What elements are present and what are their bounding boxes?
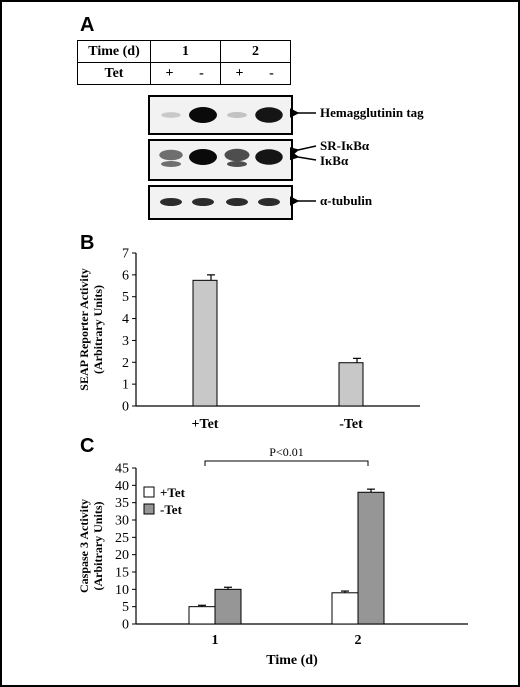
band-tubulin — [192, 198, 214, 206]
chart-b-ytick-label: 7 — [122, 247, 129, 262]
chart-c-ytick-label: 15 — [115, 566, 129, 581]
chart-c-ytick-label: 30 — [115, 514, 129, 529]
chart-c-ylabel-line: (Arbitrary Units) — [91, 502, 105, 591]
tet-pair-1: + - — [150, 62, 221, 85]
band-sr-ikba — [255, 149, 283, 165]
chart-c-ytick-label: 45 — [115, 462, 129, 477]
chart-c-legend-swatch — [143, 503, 155, 515]
chart-b-ytick-label: 4 — [122, 312, 129, 327]
tet-lane-2: - — [199, 65, 204, 81]
band-hemagglutinin — [255, 107, 283, 123]
chart-c-legend-label: +Tet — [160, 485, 186, 500]
band-hemagglutinin — [189, 107, 217, 123]
band-tubulin — [160, 198, 182, 206]
chart-c-ylabel-line: Caspase 3 Activity — [77, 499, 91, 593]
band-hemagglutinin — [161, 112, 181, 118]
blot-ikba-bands — [159, 148, 283, 167]
tet-lane-4: - — [269, 65, 274, 81]
chart-c-ytick-label: 35 — [115, 496, 129, 511]
chart-c-xtick-label: 2 — [355, 633, 362, 648]
label-ikba: IκBα — [320, 153, 349, 168]
band-tubulin — [226, 198, 248, 206]
chart-b-ytick-label: 1 — [122, 378, 129, 393]
label-sr-ikba: SR-IκBα — [320, 138, 370, 153]
chart-b-ytick-label: 3 — [122, 334, 129, 349]
chart-b-xtick-label: +Tet — [192, 417, 219, 432]
blot-tubulin-bands — [160, 198, 280, 206]
chart-c-ytick-label: 40 — [115, 479, 129, 494]
band-tubulin — [258, 198, 280, 206]
chart-c-legend-label: -Tet — [160, 502, 183, 517]
chart-c-ytick-label: 20 — [115, 548, 129, 563]
band-ikba — [161, 161, 181, 167]
chart-c-bar-plus-tet — [188, 606, 216, 625]
blot-ikba — [148, 139, 293, 181]
tet-lane-1: + — [165, 65, 174, 81]
chart-b-xtick-label: -Tet — [339, 417, 363, 432]
chart-c-bar-minus-tet — [357, 491, 385, 625]
chart-b-ylabel: SEAP Reporter Activity(Arbitrary Units) — [77, 268, 105, 390]
tet-lane-3: + — [235, 65, 244, 81]
chart-c-xlabel: Time (d) — [266, 653, 318, 668]
chart-c-ytick-label: 25 — [115, 531, 129, 546]
label-hemagglutinin: Hemagglutinin tag — [320, 105, 424, 120]
chart-c-ytick-label: 0 — [122, 618, 129, 633]
label-tubulin: α-tubulin — [320, 193, 373, 208]
chart-c-annotation: P<0.01 — [269, 445, 303, 459]
lane-header-table: Time (d) 1 2 Tet + - + - — [77, 40, 291, 85]
time-1: 1 — [150, 40, 221, 63]
band-sr-ikba — [224, 148, 250, 162]
chart-b-ytick-label: 0 — [122, 400, 129, 415]
panel-a-letter: A — [80, 14, 95, 36]
chart-b-ytick-label: 5 — [122, 290, 129, 305]
chart-c-bar-minus-tet — [214, 588, 242, 625]
chart-b-bar — [192, 279, 218, 407]
chart-c-legend-swatch — [143, 486, 155, 498]
time-2: 2 — [220, 40, 291, 63]
band-hemagglutinin — [227, 111, 247, 119]
chart-c-xtick-label: 1 — [212, 633, 219, 648]
tet-pair-2: + - — [220, 62, 291, 85]
chart-b: 0 1 2 3 4 5 6 7 SEAP Reporter Activity(Arbitrary… — [77, 247, 420, 432]
tet-header: Tet — [77, 62, 151, 85]
blot-hemagglutinin — [148, 95, 293, 135]
chart-c-ylabel: Caspase 3 Activity(Arbitrary Units) — [77, 499, 105, 593]
chart-b-ylabel-line: (Arbitrary Units) — [91, 285, 105, 374]
chart-c-ytick-label: 5 — [122, 600, 129, 615]
arrow-sr-ikba — [290, 145, 317, 159]
band-sr-ikba — [189, 149, 217, 165]
chart-c: 0 5 10 15 20 25 30 35 40 45 Caspase 3 Activity(Arb… — [77, 445, 468, 668]
arrow-ikba — [290, 149, 317, 162]
chart-b-bar — [338, 362, 364, 407]
band-ikba — [227, 161, 247, 167]
blot-tubulin — [148, 185, 293, 220]
chart-b-ytick-label: 6 — [122, 268, 129, 283]
panel-c-letter: C — [80, 435, 95, 457]
time-header: Time (d) — [77, 40, 151, 63]
band-sr-ikba — [159, 149, 183, 161]
chart-b-ylabel-line: SEAP Reporter Activity — [77, 268, 91, 390]
chart-c-ytick-label: 10 — [115, 583, 129, 598]
chart-c-bar-plus-tet — [331, 592, 359, 625]
panel-b-letter: B — [80, 232, 95, 254]
chart-c-significance-bracket — [204, 460, 369, 466]
blot-hemagglutinin-bands — [161, 107, 283, 123]
chart-b-ytick-label: 2 — [122, 356, 129, 371]
blot-arrows — [290, 107, 317, 207]
